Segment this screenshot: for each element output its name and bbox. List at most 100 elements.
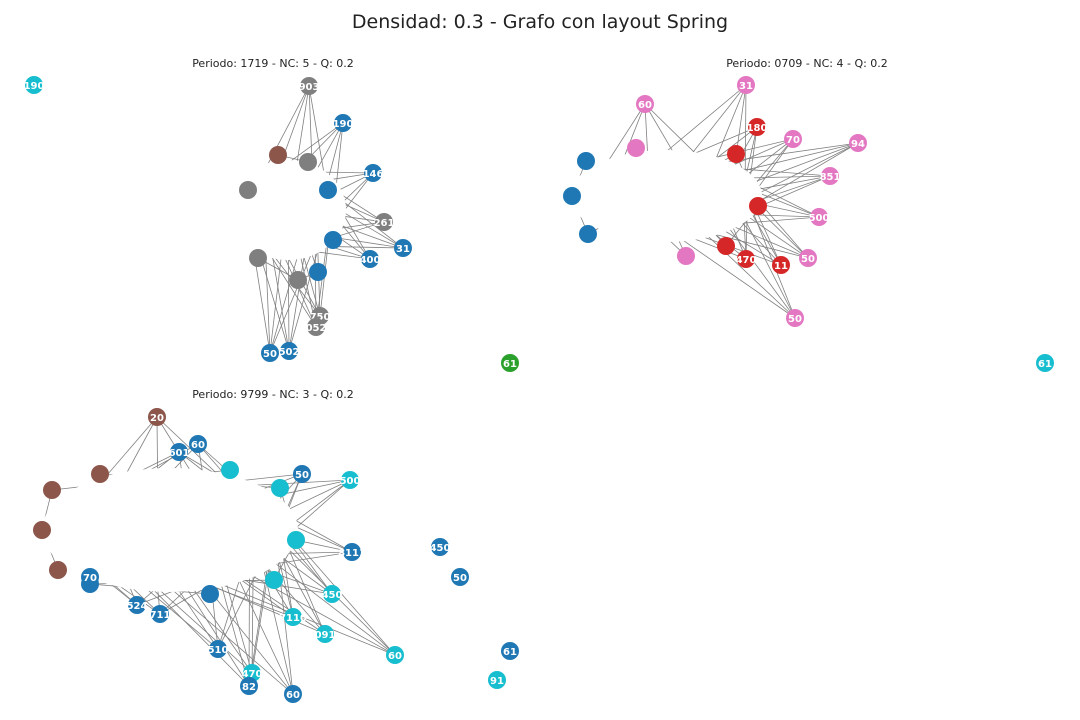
node-label: 61: [1038, 359, 1052, 370]
edge: [288, 242, 321, 352]
fringe-node: [49, 561, 67, 579]
edge: [295, 85, 310, 169]
fringe-node: [201, 585, 219, 603]
fringe-node: [563, 187, 581, 205]
edge: [288, 249, 306, 352]
node-label: 60: [286, 690, 300, 701]
edge: [740, 211, 796, 319]
edge: [156, 416, 158, 478]
graph-node: 20: [148, 408, 166, 426]
graph-node: 470: [736, 250, 756, 268]
dense-cluster: [570, 150, 762, 242]
edge: [269, 251, 300, 354]
edge: [144, 581, 250, 687]
graph-node: 60: [636, 95, 654, 113]
node-circle: [451, 568, 469, 586]
edge: [746, 175, 831, 192]
node-circle: [293, 465, 311, 483]
node-label: 146: [363, 169, 384, 180]
node-label: 190: [333, 119, 354, 130]
graph-node: 60: [284, 685, 302, 703]
node-label: 61: [503, 359, 517, 370]
fringe-node: [269, 146, 287, 164]
node-label: 261: [374, 218, 395, 229]
node-circle: [284, 608, 302, 626]
graph-node: 502: [279, 342, 300, 360]
edge: [724, 138, 794, 170]
node-label: 500: [809, 213, 830, 224]
node-circle: [209, 640, 227, 658]
edge: [265, 247, 317, 328]
node-circle: [300, 77, 318, 95]
edge: [241, 569, 396, 656]
node-circle: [334, 114, 352, 132]
node-circle: [361, 250, 379, 268]
panel-3-title: Periodo: 9799 - NC: 3 - Q: 0.2: [192, 388, 354, 401]
edge: [702, 230, 809, 259]
fringe-node: [265, 571, 283, 589]
node-circle: [81, 568, 99, 586]
node-circle: [316, 625, 334, 643]
node-label: 70: [83, 573, 97, 584]
graph-node: 91: [488, 671, 506, 689]
fringe-node: [287, 531, 305, 549]
edge: [744, 142, 859, 186]
node-circle: [737, 76, 755, 94]
edge: [724, 222, 809, 259]
edge: [217, 569, 244, 650]
edge: [717, 226, 782, 266]
fringe-node: [299, 153, 317, 171]
edge: [188, 581, 253, 674]
fringe-node: [579, 225, 597, 243]
fringe-node: [319, 181, 337, 199]
edge: [173, 582, 219, 650]
node-label: 190: [24, 81, 45, 92]
edge: [182, 582, 250, 687]
edge: [223, 575, 253, 674]
node-label: 903: [299, 82, 320, 93]
node-label: 502: [279, 347, 300, 358]
node-circle: [375, 213, 393, 231]
graph-node: 82: [240, 677, 258, 695]
cluster-core: [230, 160, 346, 260]
node-label: 8111: [338, 548, 366, 559]
edge: [287, 252, 290, 352]
graph-node: 61: [501, 354, 519, 372]
graph-node: 851: [820, 167, 840, 185]
edge: [269, 245, 316, 354]
edge: [218, 576, 250, 687]
node-circle: [737, 250, 755, 268]
node-label: 60: [638, 100, 652, 111]
graph-node: 50: [451, 568, 469, 586]
edge: [269, 252, 283, 354]
node-circle: [284, 685, 302, 703]
edge: [326, 122, 344, 185]
node-circle: [849, 134, 867, 152]
graph-node: 510: [208, 640, 228, 658]
node-circle: [170, 443, 188, 461]
node-circle: [810, 208, 828, 226]
graph-node: 450: [322, 585, 342, 603]
node-label: 711: [150, 610, 171, 621]
edge: [674, 234, 796, 319]
node-label: 750: [310, 312, 331, 323]
node-label: 70: [786, 135, 800, 146]
node-circle: [501, 642, 519, 660]
node-circle: [748, 118, 766, 136]
edge: [692, 232, 782, 266]
graph-node: 94: [849, 134, 867, 152]
node-label: 82: [242, 682, 256, 693]
node-label: 500: [340, 476, 361, 487]
node-label: 60: [388, 651, 402, 662]
edge: [163, 582, 294, 695]
node-label: 11: [774, 261, 788, 272]
node-circle: [501, 354, 519, 372]
graph-node: 50: [261, 344, 279, 362]
node-group: 31 60 180 70 94 851 500 50 50 11 470 61: [563, 76, 1054, 372]
node-label: 180: [747, 123, 768, 134]
graph-node: 11: [772, 256, 790, 274]
graph-node: 50: [799, 249, 817, 267]
fringe-node: [239, 181, 257, 199]
graph-node: 60: [386, 646, 404, 664]
node-label: 450: [430, 543, 451, 554]
